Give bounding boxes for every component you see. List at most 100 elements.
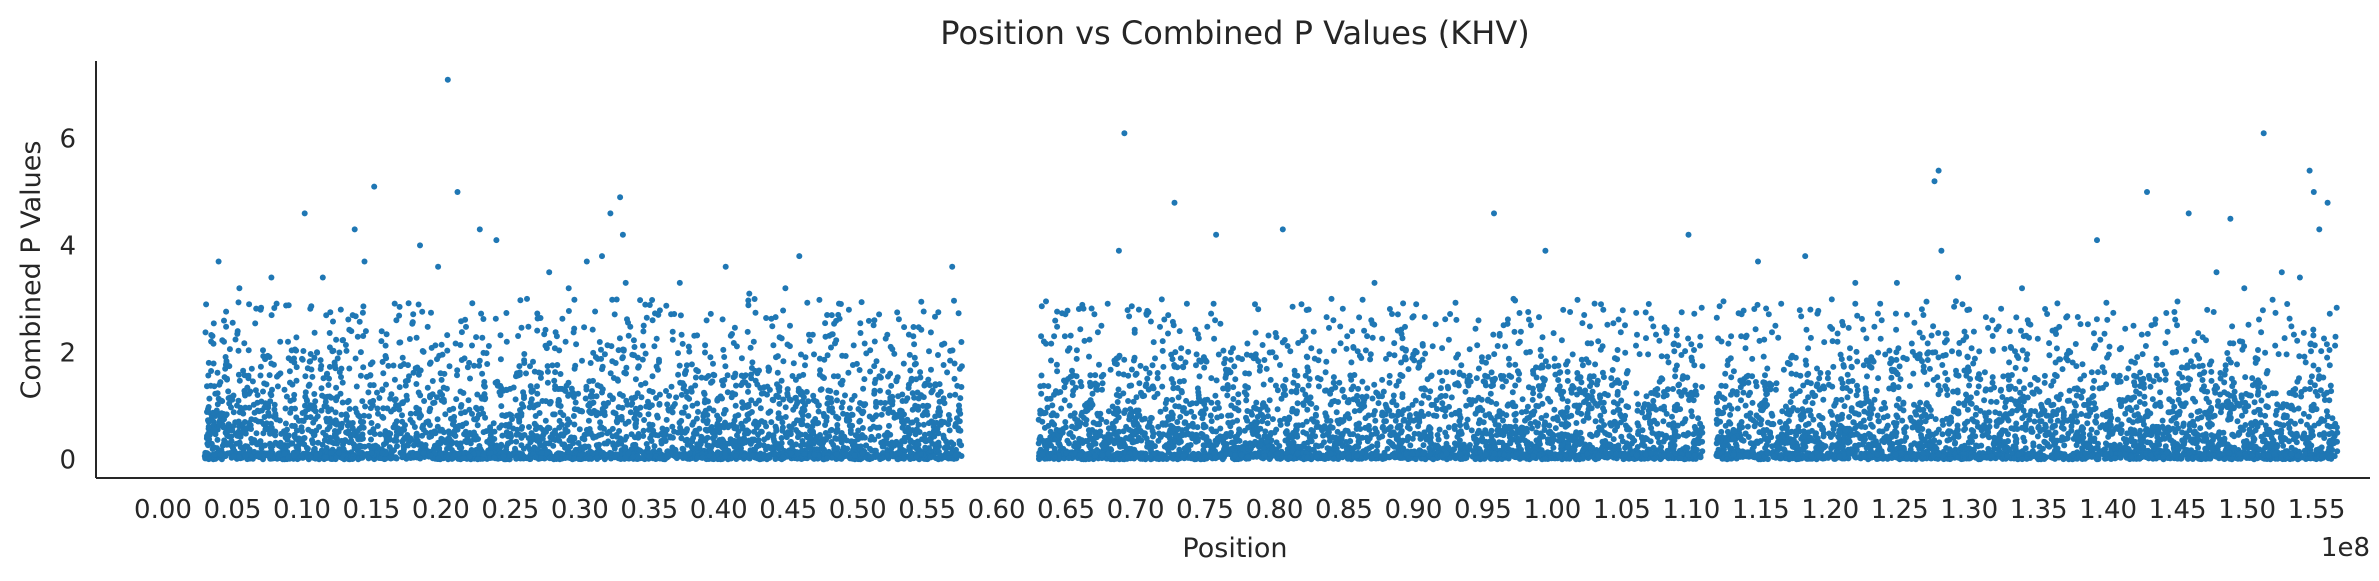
data-point xyxy=(803,388,810,395)
data-point xyxy=(745,388,751,395)
data-point xyxy=(300,348,307,354)
data-point xyxy=(1220,440,1227,447)
data-point xyxy=(1193,351,1200,358)
data-point xyxy=(761,384,768,391)
data-point xyxy=(568,385,575,392)
data-point xyxy=(784,390,791,397)
data-point xyxy=(828,312,835,319)
data-point xyxy=(385,436,392,443)
data-point xyxy=(248,426,254,432)
data-point xyxy=(282,405,289,412)
data-point xyxy=(1094,329,1101,336)
data-point xyxy=(358,432,365,439)
data-point xyxy=(879,367,886,374)
data-point xyxy=(613,418,620,425)
data-point xyxy=(901,438,908,445)
data-point xyxy=(824,400,831,407)
data-point xyxy=(846,422,853,429)
data-point xyxy=(950,441,957,448)
data-point xyxy=(205,359,212,366)
data-point xyxy=(1432,321,1439,328)
data-point xyxy=(205,404,212,410)
data-point xyxy=(1201,364,1208,371)
data-point xyxy=(910,324,917,330)
data-point xyxy=(299,428,305,435)
data-point xyxy=(379,450,386,457)
data-point xyxy=(714,420,721,427)
data-point xyxy=(346,420,353,427)
data-point xyxy=(499,432,506,439)
data-point xyxy=(692,374,699,381)
data-point xyxy=(208,332,215,338)
data-point xyxy=(291,452,298,459)
data-point xyxy=(1262,428,1269,435)
data-point xyxy=(552,427,558,434)
data-point xyxy=(870,423,877,430)
data-point xyxy=(1061,333,1068,340)
data-point xyxy=(927,329,934,336)
data-point xyxy=(1688,408,1695,415)
data-point xyxy=(601,440,608,447)
data-point xyxy=(410,311,417,318)
data-point xyxy=(824,455,831,462)
data-point xyxy=(356,318,363,325)
data-point xyxy=(751,428,758,435)
data-point xyxy=(717,393,724,400)
data-point xyxy=(952,423,959,430)
data-point xyxy=(310,431,317,438)
data-point xyxy=(370,382,377,389)
data-point xyxy=(928,389,935,396)
data-point xyxy=(832,435,839,441)
data-point xyxy=(601,409,608,415)
data-point xyxy=(459,421,466,428)
data-point xyxy=(429,391,436,398)
data-point xyxy=(385,362,392,369)
data-point xyxy=(1579,362,1586,369)
data-point xyxy=(362,403,369,410)
data-point xyxy=(632,411,639,417)
data-point xyxy=(794,450,801,457)
data-point xyxy=(599,386,606,393)
data-point xyxy=(677,312,684,319)
data-point xyxy=(399,418,406,425)
data-point xyxy=(857,330,864,336)
data-point xyxy=(920,421,927,428)
data-point xyxy=(1442,413,1448,420)
data-point xyxy=(338,437,345,444)
data-point xyxy=(566,443,573,450)
data-point xyxy=(229,396,236,403)
data-point xyxy=(507,452,514,459)
data-point xyxy=(518,324,525,331)
data-point xyxy=(699,454,706,461)
data-point xyxy=(382,342,389,349)
data-point xyxy=(249,378,256,385)
data-point xyxy=(419,308,426,315)
data-point xyxy=(407,410,414,417)
data-point xyxy=(671,311,678,317)
data-point xyxy=(926,430,933,437)
data-point xyxy=(1680,373,1687,380)
data-point xyxy=(583,383,590,390)
data-point xyxy=(382,455,389,462)
data-point xyxy=(367,372,374,379)
data-point xyxy=(316,423,323,430)
data-point xyxy=(1533,374,1540,381)
data-point xyxy=(846,405,853,412)
data-point xyxy=(1537,346,1544,353)
data-point xyxy=(368,420,375,426)
data-point xyxy=(337,390,344,397)
data-point xyxy=(396,406,403,413)
data-point xyxy=(832,340,838,347)
data-point xyxy=(208,368,215,374)
data-point xyxy=(702,407,709,414)
data-point xyxy=(1208,375,1215,382)
data-point xyxy=(817,367,824,374)
data-point xyxy=(954,382,961,389)
data-point xyxy=(744,427,750,434)
data-point xyxy=(792,376,799,383)
data-point xyxy=(293,364,300,371)
data-point xyxy=(1289,303,1296,310)
data-point xyxy=(1294,400,1301,407)
data-point xyxy=(1326,324,1332,331)
data-point xyxy=(1349,328,1356,335)
